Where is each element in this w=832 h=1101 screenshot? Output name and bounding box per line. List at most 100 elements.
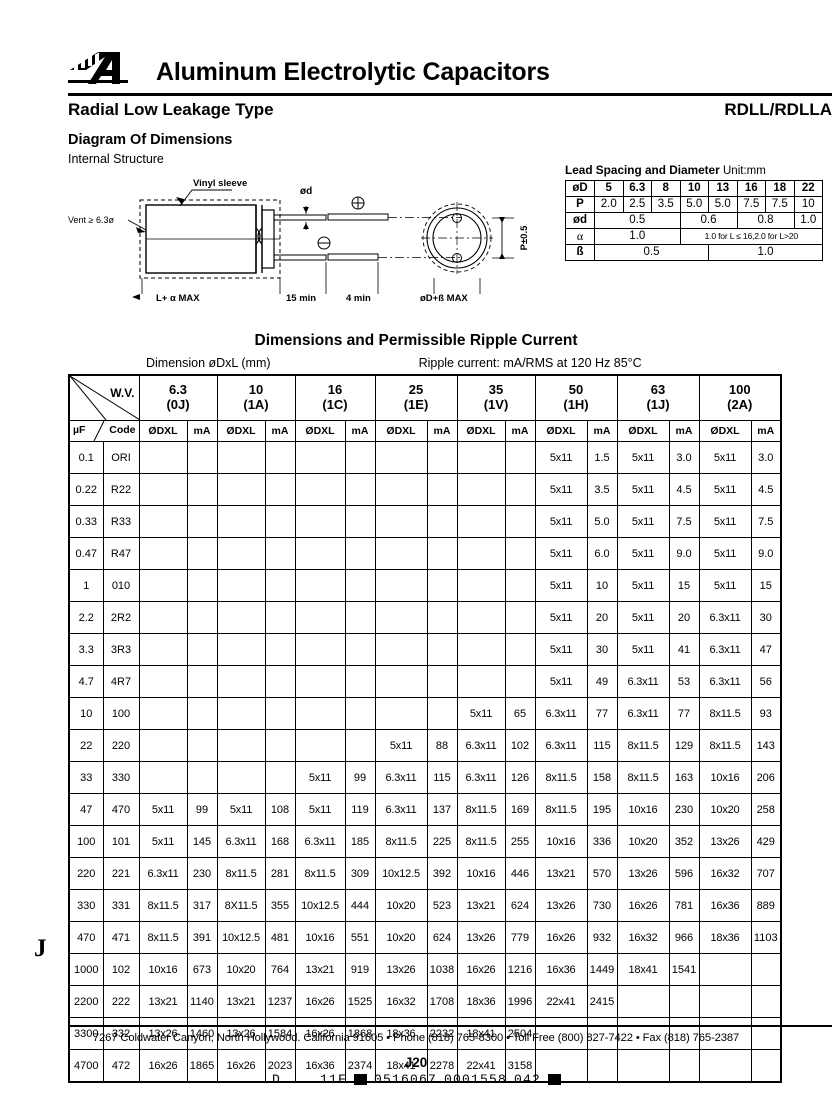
cell-dimension bbox=[294, 473, 346, 506]
cell-dimension: 8x11.5 bbox=[216, 857, 266, 890]
cell-dimension: 16x36 bbox=[698, 889, 752, 922]
cell-dimension: 6.3x11 bbox=[294, 825, 346, 858]
corner-header-cell: W.V. bbox=[68, 374, 140, 421]
diagram-section-title: Diagram Of Dimensions bbox=[68, 132, 233, 148]
cell-ripple-ma: 99 bbox=[344, 761, 376, 794]
cell-ripple-ma bbox=[264, 473, 296, 506]
cell-ripple-ma: 10 bbox=[586, 569, 618, 602]
cell-ripple-ma bbox=[186, 697, 218, 730]
cell-dimension: 6.3x11 bbox=[698, 633, 752, 666]
cell-capacitance-code: 470 bbox=[102, 793, 140, 826]
ripple-table-wrapper: W.V. 6.3 (0J) 10 (1A) 16 (1C) bbox=[68, 374, 782, 1083]
cell-dimension: 5x11 bbox=[698, 569, 752, 602]
lead-row-label: P bbox=[565, 196, 595, 213]
cell-ripple-ma: 355 bbox=[264, 889, 296, 922]
lead-row-alpha: α 1.0 1.0 for L ≤ 16,2.0 for L>20 bbox=[565, 228, 823, 245]
subheader-ma: mA bbox=[750, 420, 782, 442]
cell-ripple-ma bbox=[344, 665, 376, 698]
cell-ripple-ma: 56 bbox=[750, 665, 782, 698]
cell-ripple-ma: 336 bbox=[586, 825, 618, 858]
cell-capacitance-uf: 1000 bbox=[68, 953, 104, 986]
cell-ripple-ma bbox=[344, 633, 376, 666]
cell-dimension bbox=[216, 697, 266, 730]
table-row: 1000 102 10x16 673 10x20 764 13x21 919 13x26 1038… bbox=[68, 953, 782, 986]
cell-capacitance-uf: 2.2 bbox=[68, 601, 104, 634]
cell-ripple-ma: 206 bbox=[750, 761, 782, 794]
label-vinyl-sleeve: Vinyl sleeve bbox=[193, 178, 247, 189]
cell-ripple-ma bbox=[750, 1017, 782, 1050]
voltage-code: (1H) bbox=[563, 397, 589, 412]
cell-ripple-ma: 3.5 bbox=[586, 473, 618, 506]
cell-ripple-ma bbox=[344, 697, 376, 730]
lead-cell: 10 bbox=[679, 180, 709, 197]
cell-ripple-ma bbox=[264, 537, 296, 570]
cell-dimension: 5x11 bbox=[294, 793, 346, 826]
cell-ripple-ma bbox=[264, 665, 296, 698]
cell-ripple-ma: 126 bbox=[504, 761, 536, 794]
cell-dimension: 8x11.5 bbox=[616, 729, 670, 762]
cell-ripple-ma: 1996 bbox=[504, 985, 536, 1018]
subheader-dim: ØDXL bbox=[456, 420, 506, 442]
cell-ripple-ma: 730 bbox=[586, 889, 618, 922]
cell-capacitance-code: 222 bbox=[102, 985, 140, 1018]
subheader-dim: ØDXL bbox=[698, 420, 752, 442]
table-row: 33 330 5x11 99 6.3x11 115 6.3x11 126 8x11.5 158 8x… bbox=[68, 761, 782, 794]
cell-dimension bbox=[698, 953, 752, 986]
lead-cell: 1.0 bbox=[708, 244, 823, 261]
lead-cell: 2.0 bbox=[594, 196, 624, 213]
cell-dimension: 6.3x11 bbox=[456, 729, 506, 762]
cell-ripple-ma: 1708 bbox=[426, 985, 458, 1018]
cell-ripple-ma bbox=[504, 537, 536, 570]
cell-ripple-ma bbox=[426, 665, 458, 698]
cell-dimension bbox=[374, 505, 428, 538]
cell-dimension: 6.3x11 bbox=[138, 857, 188, 890]
cell-ripple-ma bbox=[426, 697, 458, 730]
cell-dimension: 10x12.5 bbox=[294, 889, 346, 922]
lead-row-od-lead: ød 0.5 0.6 0.8 1.0 bbox=[565, 212, 823, 229]
cell-ripple-ma: 30 bbox=[750, 601, 782, 634]
cell-dimension bbox=[216, 441, 266, 474]
lead-cell: 1.0 bbox=[793, 212, 823, 229]
corner-label-code: Code bbox=[109, 424, 136, 436]
product-type-title: Radial Low Leakage Type bbox=[68, 100, 274, 119]
cell-ripple-ma: 99 bbox=[186, 793, 218, 826]
cell-ripple-ma: 624 bbox=[426, 921, 458, 954]
lead-cell: 0.6 bbox=[679, 212, 738, 229]
subtitle-row: Radial Low Leakage Type RDLL/RDLLA bbox=[68, 100, 832, 120]
cell-dimension: 5x11 bbox=[534, 505, 588, 538]
cell-dimension: 13x21 bbox=[294, 953, 346, 986]
cell-dimension bbox=[616, 985, 670, 1018]
cell-dimension: 8x11.5 bbox=[294, 857, 346, 890]
cell-ripple-ma: 2232 bbox=[426, 1017, 458, 1050]
cell-capacitance-code: 471 bbox=[102, 921, 140, 954]
cell-ripple-ma: 115 bbox=[586, 729, 618, 762]
subheader-ma: mA bbox=[586, 420, 618, 442]
cell-ripple-ma bbox=[426, 441, 458, 474]
cell-ripple-ma: 108 bbox=[264, 793, 296, 826]
cell-dimension: 5x11 bbox=[698, 537, 752, 570]
svg-text:Vent ≥ 6.3ø: Vent ≥ 6.3ø bbox=[68, 215, 114, 225]
cell-ripple-ma: 309 bbox=[344, 857, 376, 890]
cell-ripple-ma: 596 bbox=[668, 857, 700, 890]
table-row: 0.1 ORI 5x11 1.5 5x11 3.0 5x11 3.0 bbox=[68, 441, 782, 474]
lead-cell: 7.5 bbox=[765, 196, 795, 213]
lead-row-label: α bbox=[565, 228, 595, 245]
lead-cell: 2.5 bbox=[622, 196, 652, 213]
cell-ripple-ma bbox=[264, 633, 296, 666]
cell-ripple-ma: 5.0 bbox=[586, 505, 618, 538]
cell-ripple-ma bbox=[504, 633, 536, 666]
cell-ripple-ma bbox=[426, 537, 458, 570]
subheader-ma: mA bbox=[426, 420, 458, 442]
cell-dimension bbox=[138, 601, 188, 634]
cell-dimension: 10x20 bbox=[374, 921, 428, 954]
cell-ripple-ma: 4.5 bbox=[668, 473, 700, 506]
voltage-header-25v: 25 (1E) bbox=[374, 374, 458, 421]
cell-dimension bbox=[294, 537, 346, 570]
cell-dimension: 5x11 bbox=[534, 601, 588, 634]
lead-cell: 1.0 for L ≤ 16,2.0 for L>20 bbox=[679, 228, 823, 245]
table-header-units-row: µF Code ØDXL mA ØDXL mA ØDXL mA ØDXL mA … bbox=[68, 420, 782, 442]
cell-ripple-ma bbox=[264, 601, 296, 634]
subheader-dim: ØDXL bbox=[374, 420, 428, 442]
cell-ripple-ma: 258 bbox=[750, 793, 782, 826]
cell-dimension: 5x11 bbox=[616, 569, 670, 602]
